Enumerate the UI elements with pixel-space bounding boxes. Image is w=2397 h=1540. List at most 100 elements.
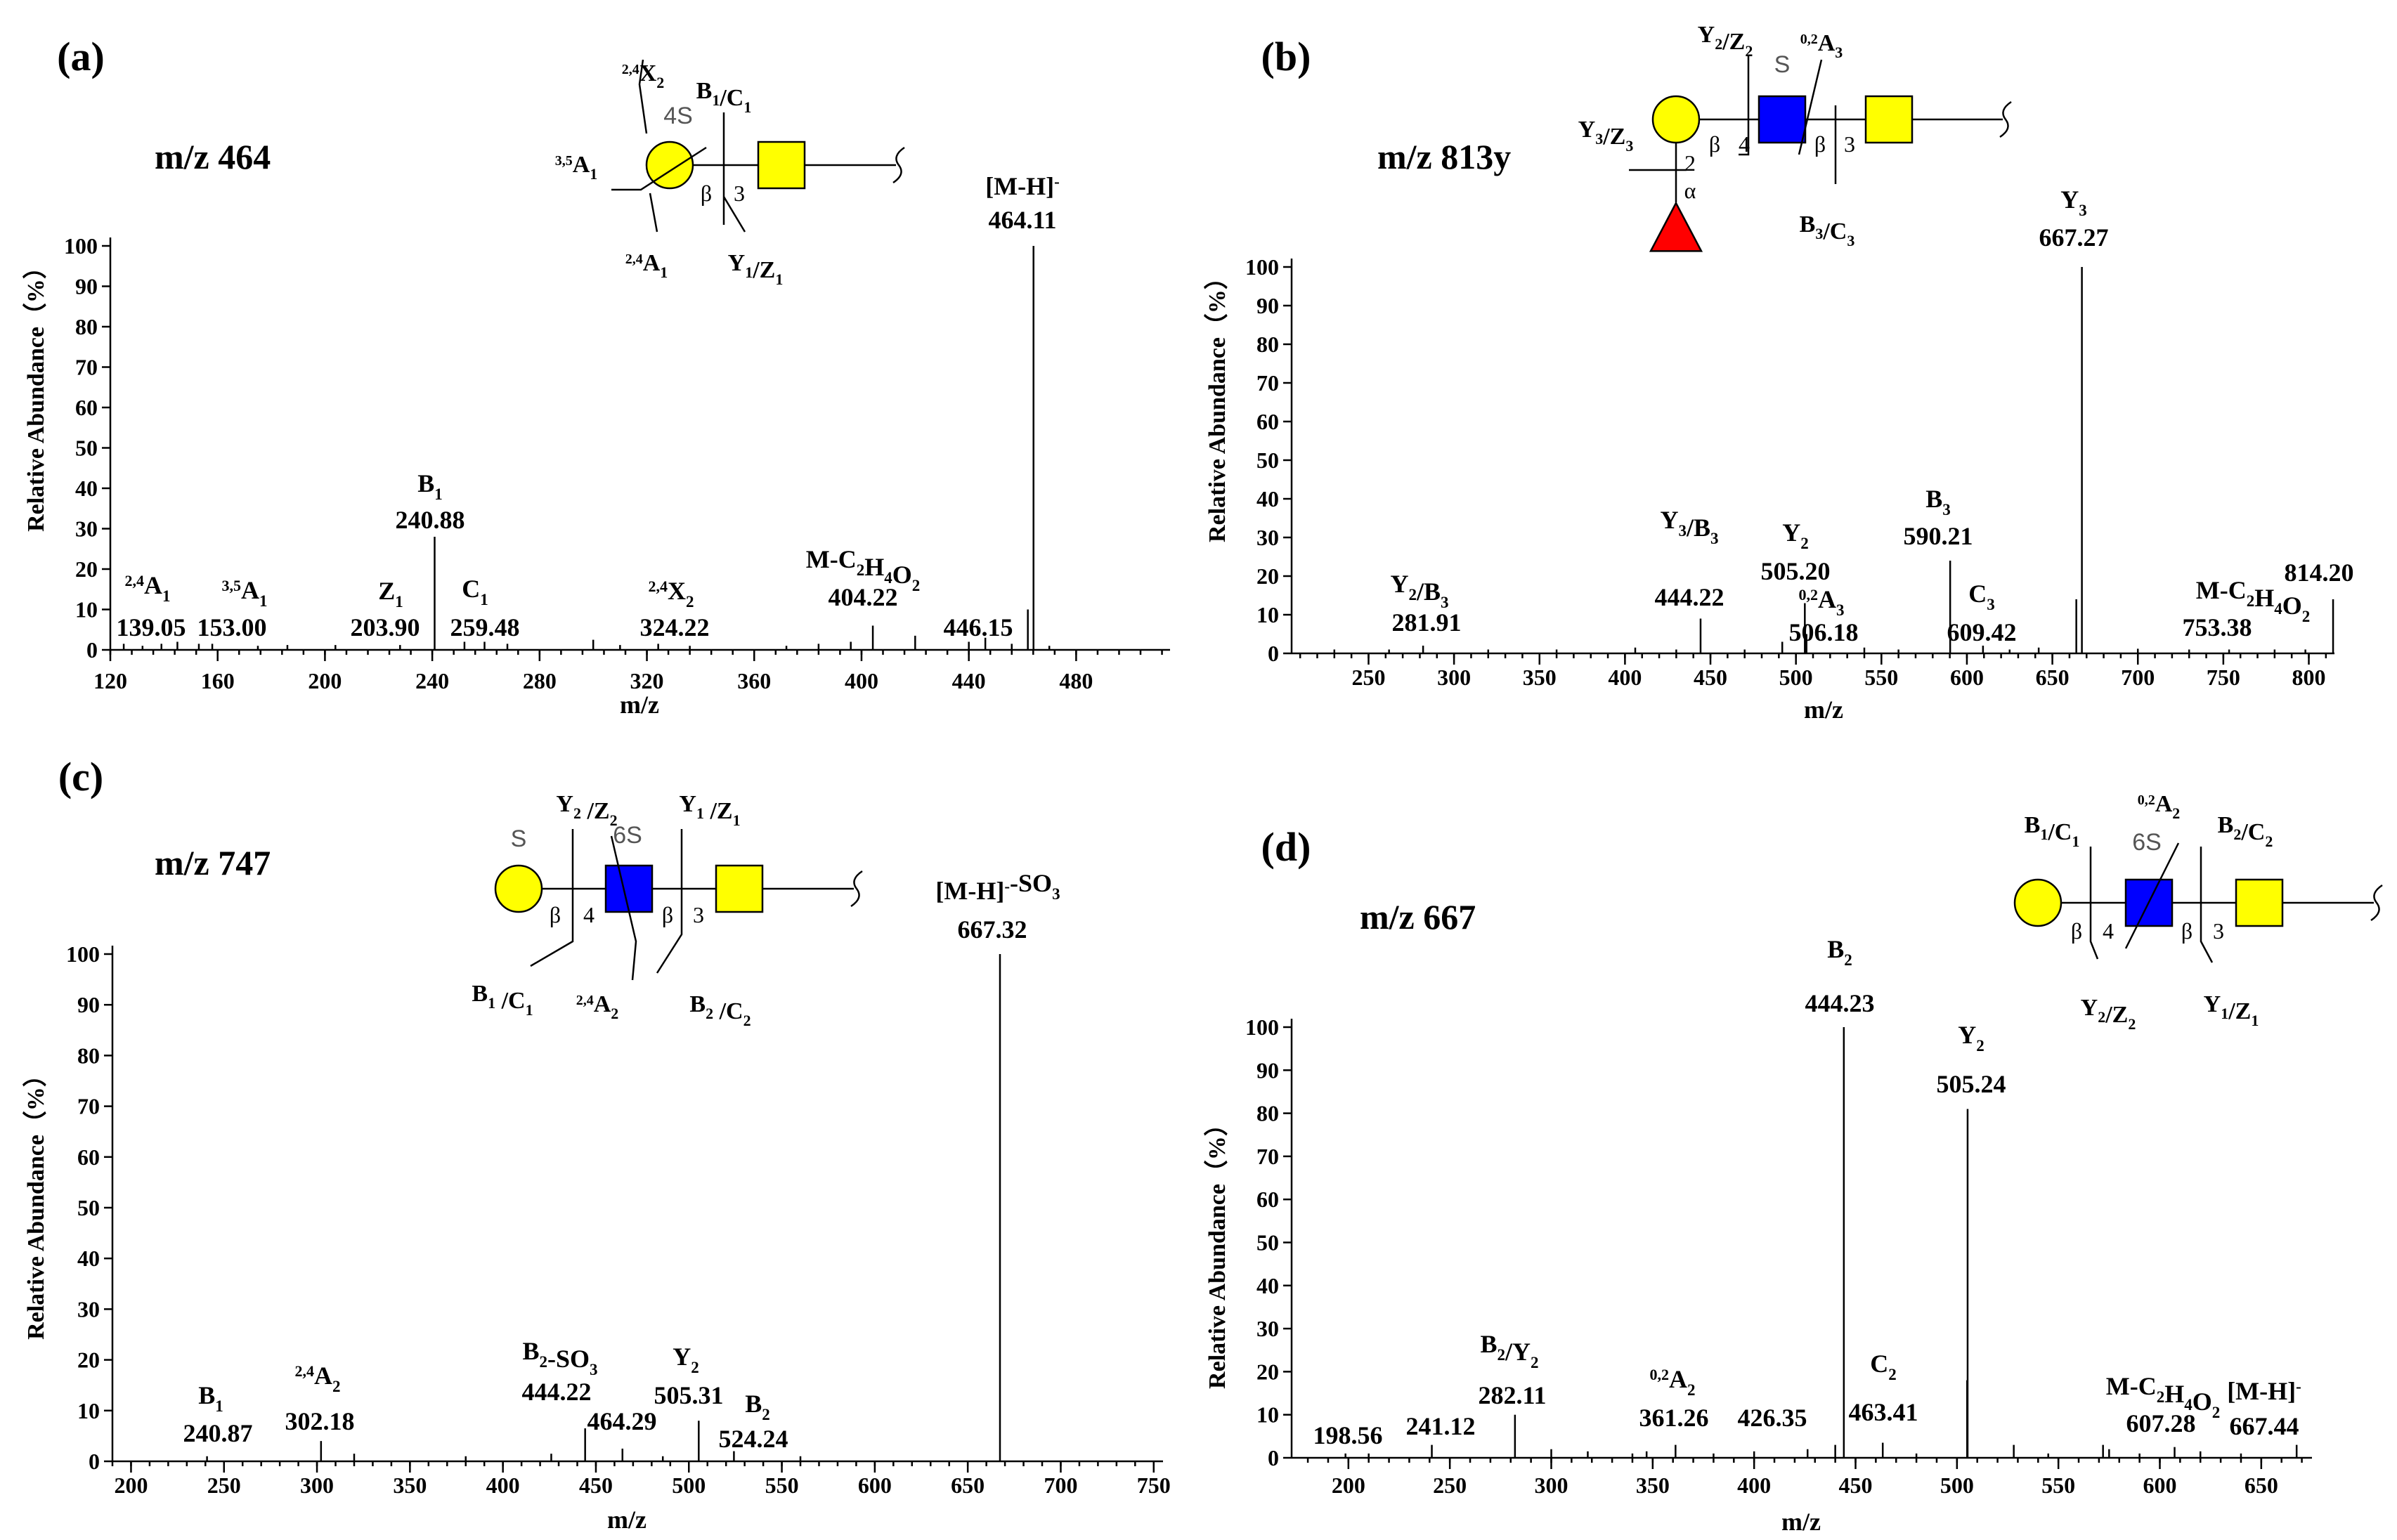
peak-ion-label: Y2 xyxy=(673,1343,699,1376)
x-tick-label: 500 xyxy=(1779,665,1813,690)
peak-value-label: 505.20 xyxy=(1761,557,1831,585)
peak-value-label: 505.24 xyxy=(1937,1070,2006,1098)
x-axis-label: m/z xyxy=(1804,696,1843,724)
peak-ion-label: 0,2A2 xyxy=(1650,1365,1696,1399)
peak-446.15: 446.15 xyxy=(944,613,1013,650)
cleavage-label: Y2 /Z2 xyxy=(556,791,617,829)
y-tick-label: 100 xyxy=(64,233,98,259)
peak-464.29: 464.29 xyxy=(587,1407,657,1461)
peak-value-label: 667.32 xyxy=(958,915,1027,944)
cleavage-line xyxy=(2200,847,2214,963)
linkage-position: 4 xyxy=(1739,131,1750,157)
peak-753.38: 753.38M-C2H4O2 xyxy=(2183,576,2310,653)
linkage-anomer: β xyxy=(1814,131,1826,157)
y-tick-label: 100 xyxy=(66,941,100,967)
y-tick-label: 70 xyxy=(77,1094,100,1119)
sulfate-mod-label: S xyxy=(1774,51,1791,78)
y-tick-label: 10 xyxy=(1256,602,1279,627)
y-tick-label: 0 xyxy=(1268,641,1279,666)
peak-667.27: 667.27 Y3 xyxy=(2039,185,2109,653)
x-tick-label: 450 xyxy=(1838,1473,1872,1498)
cleavage-line xyxy=(1739,56,1750,156)
peak-ion-label: 3,5A1 xyxy=(222,576,268,610)
reducing-end-squiggle xyxy=(850,870,863,908)
x-tick-label: 250 xyxy=(1351,665,1385,690)
cleavage-label: B1/C1 xyxy=(2025,812,2080,850)
cleavage-label: 2,4A1 xyxy=(625,250,668,281)
peak-ion-label: Y2 xyxy=(1958,1021,1984,1055)
x-tick-label: 320 xyxy=(630,668,664,693)
linkage-anomer: β xyxy=(1709,131,1720,157)
x-tick-label: 350 xyxy=(393,1473,427,1498)
peak-667.44: 667.44 [M-H]- xyxy=(2227,1377,2301,1458)
y-tick-label: 20 xyxy=(1256,1359,1279,1384)
linkage-anomer: β xyxy=(701,181,712,206)
residue-circle xyxy=(494,864,543,913)
x-tick-label: 300 xyxy=(1534,1473,1568,1498)
y-tick-label: 100 xyxy=(1245,254,1279,280)
precursor-mz: m/z 747 xyxy=(155,843,271,882)
y-tick-label: 20 xyxy=(77,1348,100,1373)
linkage-anomer: β xyxy=(2071,918,2082,944)
peak-464.11: 464.11 [M-H]- xyxy=(985,172,1060,650)
sulfate-mod-label: S xyxy=(511,826,527,852)
cleavage-label: Y2/Z2 xyxy=(1698,22,1753,60)
peak-ion-label: Z1 xyxy=(378,577,403,611)
peak-139.05: 139.05 2,4A1 xyxy=(117,571,186,650)
residue-circle xyxy=(645,141,694,190)
x-tick-label: 650 xyxy=(2036,665,2070,690)
y-tick-label: 60 xyxy=(75,395,98,420)
peak-426.35: 426.35 xyxy=(1738,1404,1809,1458)
peak-value-label: 259.48 xyxy=(450,613,520,641)
linkage-position: 3 xyxy=(1844,131,1855,157)
cleavage-line xyxy=(2124,842,2180,949)
y-tick-label: 40 xyxy=(1256,1273,1279,1298)
x-axis-label: m/z xyxy=(607,1506,647,1534)
x-tick-label: 400 xyxy=(1737,1473,1771,1498)
peak-ion-label: M-C2H4O2 xyxy=(2106,1372,2221,1421)
panel-label: (a) xyxy=(57,34,105,79)
x-tick-label: 400 xyxy=(845,668,878,693)
x-tick-label: 500 xyxy=(672,1473,706,1498)
y-tick-label: 40 xyxy=(1256,486,1279,511)
x-tick-label: 800 xyxy=(2292,665,2326,690)
cleavage-label: 3,5A1 xyxy=(555,152,598,183)
peak-value-label: 524.24 xyxy=(719,1425,788,1453)
x-tick-label: 400 xyxy=(1608,665,1642,690)
x-tick-label: 200 xyxy=(308,668,342,693)
x-tick-label: 600 xyxy=(1950,665,1984,690)
precursor-mz: m/z 813y xyxy=(1377,137,1511,176)
cleavage-label: Y1/Z1 xyxy=(2204,991,2259,1029)
peak-ion-label: B2-SO3 xyxy=(522,1337,597,1378)
peak-ion-label: 2,4A1 xyxy=(125,571,171,605)
peak-ion-label: [M-H]--SO3 xyxy=(935,869,1060,905)
sulfate-mod-label: 6S xyxy=(613,822,642,849)
peak-value-label: 444.22 xyxy=(1655,583,1724,611)
y-tick-label: 50 xyxy=(75,436,98,461)
y-tick-label: 70 xyxy=(1256,1144,1279,1169)
linkage-position: 2 xyxy=(1684,150,1696,176)
residue-square xyxy=(604,864,654,913)
axes: 0 10 20 30 40 50 60 70 80 90 100 200 250 300 350 400 450… xyxy=(1245,1014,2312,1498)
peak-590.21: 590.21 B3 xyxy=(1904,485,1973,653)
peak-value-label: 404.22 xyxy=(829,583,898,611)
residue-square xyxy=(2235,878,2284,927)
x-tick-label: 280 xyxy=(523,668,557,693)
x-tick-label: 600 xyxy=(858,1473,892,1498)
y-tick-label: 40 xyxy=(77,1246,100,1271)
peak-value-label: 667.27 xyxy=(2039,223,2109,252)
linkage-position: 4 xyxy=(2103,918,2114,944)
peak-505.20: 505.20 Y2 xyxy=(1761,518,1831,653)
x-tick-label: 500 xyxy=(1940,1473,1974,1498)
peak-ion-label: B1 xyxy=(198,1381,223,1415)
y-tick-label: 30 xyxy=(1256,525,1279,550)
peak-ion-label: 2,4A2 xyxy=(295,1362,341,1395)
x-tick-label: 700 xyxy=(1044,1473,1077,1498)
peak-value-label: 464.11 xyxy=(988,206,1056,234)
y-tick-label: 80 xyxy=(77,1043,100,1068)
panel-a: (a) m/z 464 0 10 20 30 40 50 60 70 80 90 100 120 160 20… xyxy=(22,34,1170,719)
x-tick-label: 350 xyxy=(1636,1473,1670,1498)
peak-282.11: 282.11 B2/Y2 xyxy=(1478,1330,1547,1458)
